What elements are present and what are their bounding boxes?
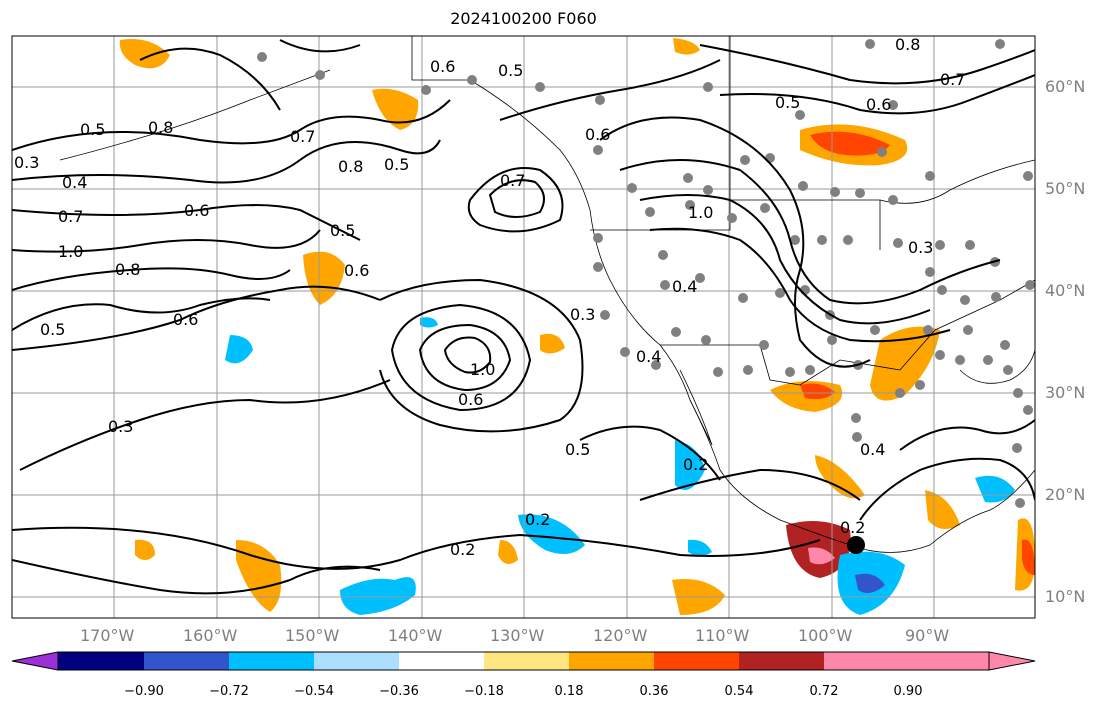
contour-label: 0.6 <box>430 57 455 76</box>
contour-label: 0.5 <box>330 221 355 240</box>
contour-labels: 0.3 0.4 0.5 0.8 0.6 0.7 1.0 0.8 0.5 0.6 … <box>14 35 965 559</box>
contour-label: 0.5 <box>80 120 105 139</box>
colorbar <box>11 651 1036 671</box>
shaded-regions <box>119 38 1035 615</box>
colorbar-tick-label: −0.54 <box>294 684 334 699</box>
lat-tick-label: 50°N <box>1045 179 1086 198</box>
contour-label: 0.5 <box>498 61 523 80</box>
contour-label: 1.0 <box>58 242 83 261</box>
map-title: 2024100200 F060 <box>450 9 597 28</box>
contour-label: 0.4 <box>636 347 661 366</box>
contour-label: 1.0 <box>688 203 713 222</box>
colorbar-tick-label: 0.36 <box>639 684 669 699</box>
lat-tick-label: 30°N <box>1045 383 1086 402</box>
contour-label: 0.5 <box>384 155 409 174</box>
lon-tick-label: 100°W <box>798 626 853 645</box>
lon-tick-label: 90°W <box>905 626 950 645</box>
contour-label: 0.3 <box>570 305 595 324</box>
contour-label: 0.7 <box>500 171 525 190</box>
colorbar-tick-label: −0.36 <box>379 684 419 699</box>
coastlines <box>59 36 1035 553</box>
contour-label: 1.0 <box>470 360 495 379</box>
contour-label: 0.3 <box>908 238 933 257</box>
lon-tick-label: 140°W <box>388 626 443 645</box>
contour-label: 0.4 <box>672 277 697 296</box>
lat-tick-label: 10°N <box>1045 587 1086 606</box>
contour-label: 0.8 <box>895 35 920 54</box>
contour-label: 0.2 <box>450 540 475 559</box>
lat-tick-label: 60°N <box>1045 77 1086 96</box>
contour-label: 0.4 <box>860 440 885 459</box>
lat-tick-label: 20°N <box>1045 485 1086 504</box>
lon-tick-label: 150°W <box>285 626 340 645</box>
colorbar-tick-label: 0.18 <box>554 684 584 699</box>
lon-tick-label: 160°W <box>183 626 238 645</box>
contour-label: 0.5 <box>565 440 590 459</box>
contour-label: 0.8 <box>338 157 363 176</box>
contour-label: 0.6 <box>866 95 891 114</box>
contour-label: 0.2 <box>525 510 550 529</box>
contour-label: 0.6 <box>173 310 198 329</box>
contour-label: 0.3 <box>108 417 133 436</box>
lon-tick-label: 120°W <box>593 626 648 645</box>
lon-tick-label: 130°W <box>490 626 545 645</box>
contour-lines <box>12 39 1035 595</box>
contour-label: 0.6 <box>344 261 369 280</box>
colorbar-tick-label: 0.90 <box>893 684 923 699</box>
contour-label: 0.6 <box>184 201 209 220</box>
colorbar-tick-label: 0.72 <box>809 684 839 699</box>
contour-label: 0.7 <box>290 127 315 146</box>
contour-label: 0.5 <box>40 320 65 339</box>
contour-label: 0.2 <box>840 518 865 537</box>
colorbar-tick-label: −0.72 <box>209 684 249 699</box>
lat-lon-grid <box>12 36 1035 618</box>
colorbar-tick-label: −0.18 <box>464 684 504 699</box>
contour-label: 0.2 <box>683 455 708 474</box>
contour-label: 0.6 <box>458 390 483 409</box>
contour-label: 0.8 <box>148 118 173 137</box>
storm-center-marker <box>847 536 865 554</box>
contour-label: 0.5 <box>775 93 800 112</box>
contour-label: 0.6 <box>585 125 610 144</box>
colorbar-tick-label: 0.54 <box>724 684 754 699</box>
contour-label: 0.4 <box>62 173 87 192</box>
lon-tick-label: 170°W <box>80 626 135 645</box>
contour-label: 0.7 <box>58 207 83 226</box>
contour-label: 0.8 <box>115 260 140 279</box>
station-markers <box>257 39 1035 508</box>
contour-label: 0.3 <box>14 153 39 172</box>
lon-tick-label: 110°W <box>695 626 750 645</box>
colorbar-tick-label: −0.90 <box>124 684 164 699</box>
contour-label: 0.7 <box>940 70 965 89</box>
lat-tick-label: 40°N <box>1045 281 1086 300</box>
